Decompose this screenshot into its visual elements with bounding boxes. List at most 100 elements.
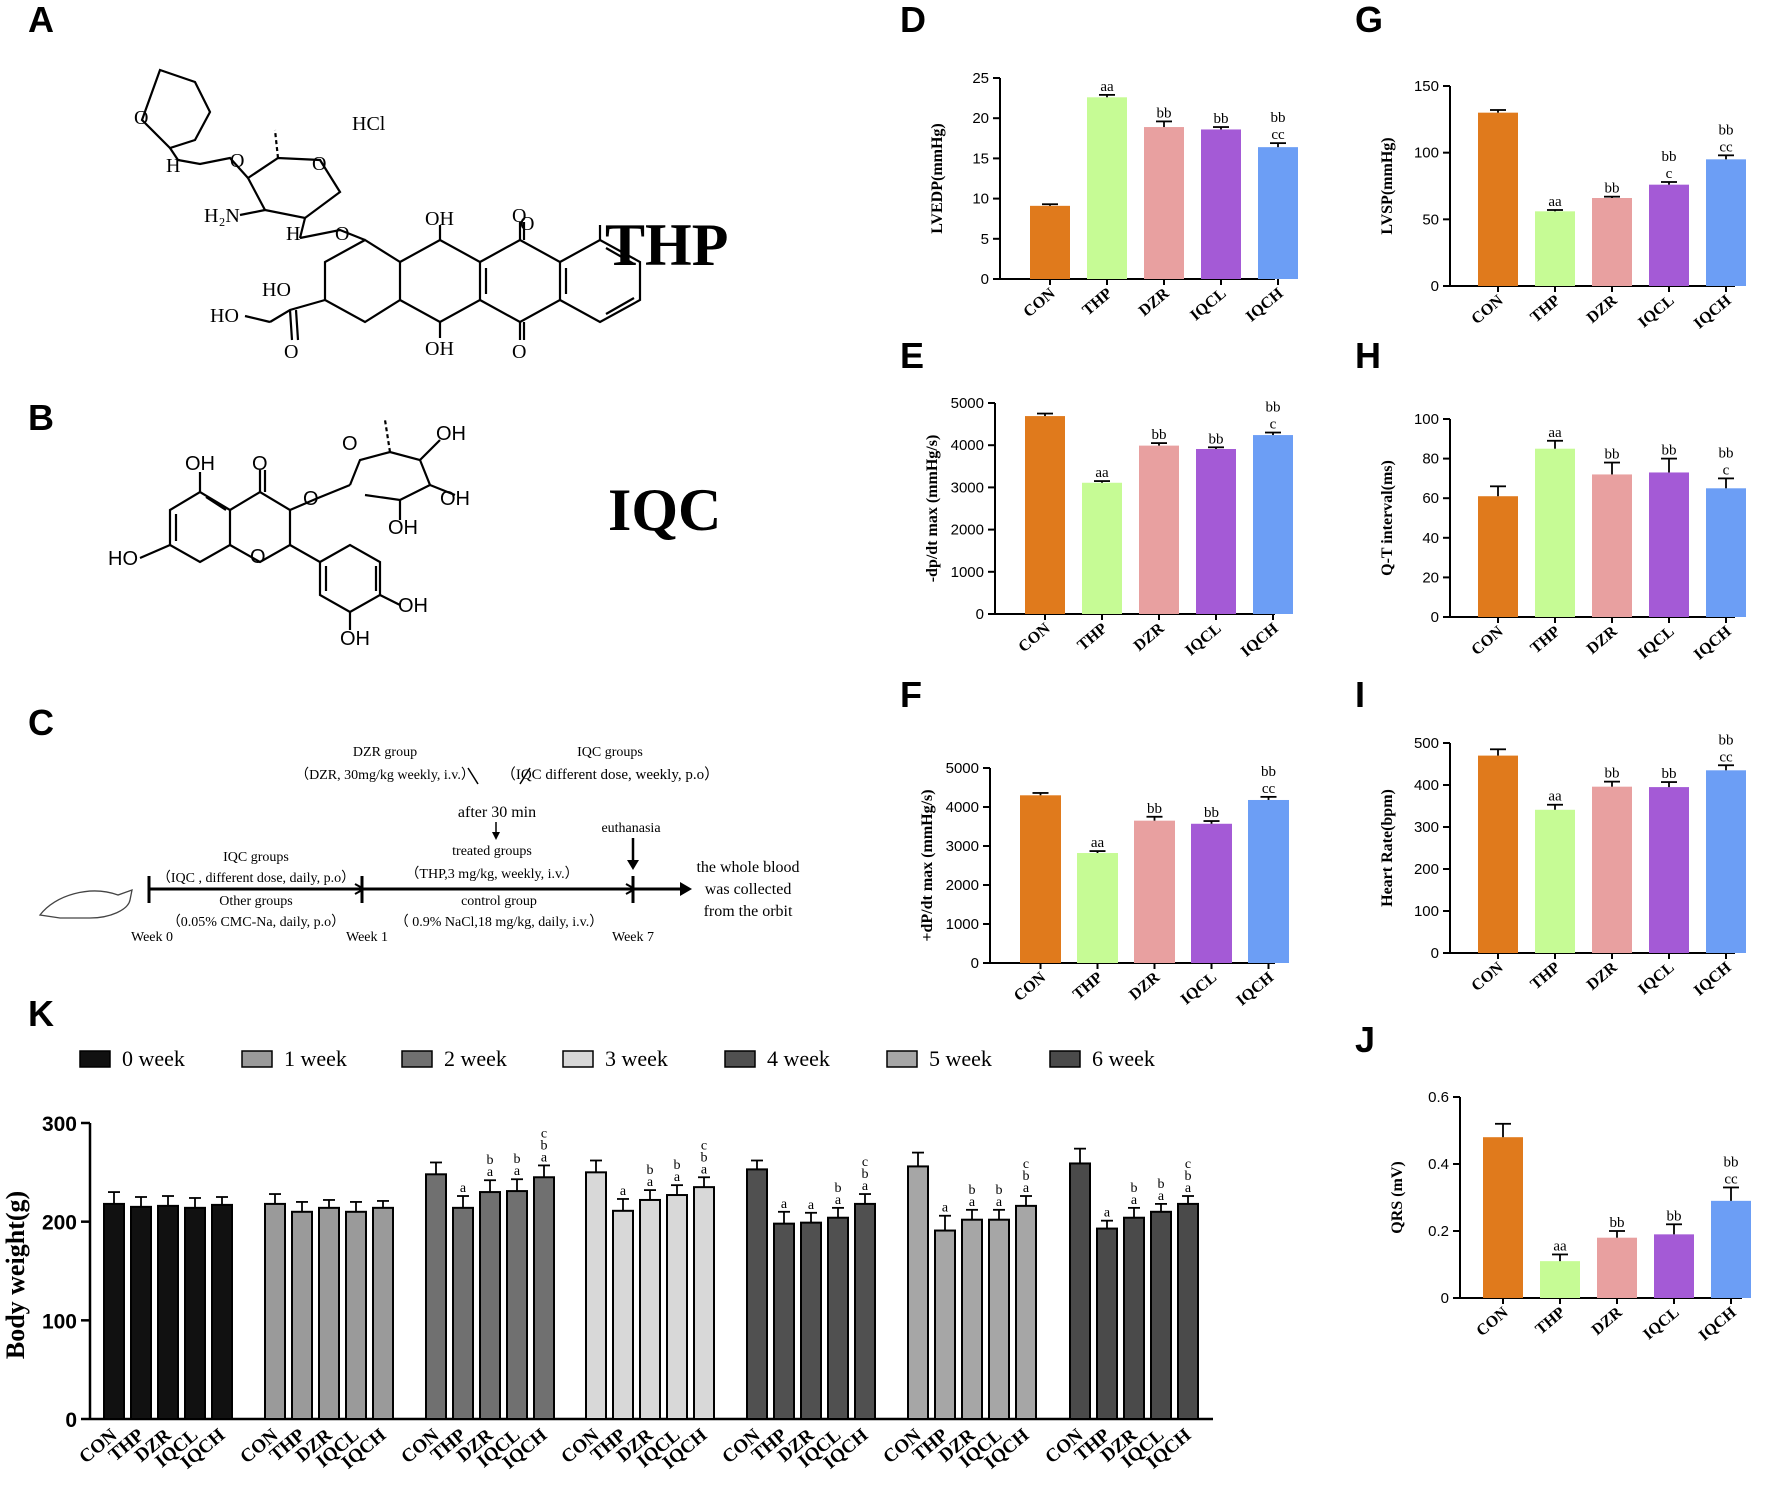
significance-label: cc — [1719, 139, 1733, 155]
legend-label: 6 week — [1092, 1046, 1155, 1071]
significance-label: bb — [1157, 105, 1172, 121]
mouse-icon — [38, 889, 133, 919]
significance-label: a — [1023, 1181, 1030, 1196]
thp-atom-13: O — [284, 341, 298, 363]
panel-letter-i: I — [1355, 674, 1365, 715]
x-tick-label: CON — [1020, 285, 1059, 321]
y-tick-label: 200 — [42, 1212, 77, 1235]
scheme-week0: Week 0 — [131, 930, 173, 945]
significance-label: bb — [1610, 1215, 1625, 1231]
significance-label: b — [835, 1181, 842, 1196]
x-tick-label: THP — [1070, 969, 1106, 1003]
thp-atom-10: O — [520, 213, 534, 235]
bar-dzr — [1592, 198, 1632, 286]
bar-iqcl — [1654, 1234, 1694, 1298]
y-tick-label: 1000 — [951, 564, 984, 581]
significance-label: aa — [1091, 835, 1105, 851]
bar-con — [1478, 112, 1518, 287]
chart-body-weight: 0 100 200 300 Body weight(g) 0 week 1 week 2 we… — [1, 1046, 1213, 1473]
y-tick-label: 20 — [972, 110, 989, 127]
significance-label: a — [647, 1175, 654, 1190]
significance-label: a — [835, 1193, 842, 1208]
x-tick-label: THP — [1527, 623, 1563, 657]
y-tick-label: 4000 — [946, 799, 979, 816]
bar-thp — [612, 1209, 634, 1421]
x-tick-label: DZR — [1126, 969, 1163, 1004]
y-tick-label: 80 — [1422, 451, 1439, 468]
y-tick-label: 5000 — [951, 395, 984, 412]
panel-letter-c: C — [28, 702, 54, 743]
scheme-control-title: control group — [461, 894, 537, 909]
thp-atom-14: OH — [425, 338, 454, 360]
iqc-atom-1: OH — [185, 453, 215, 475]
significance-label: b — [541, 1138, 548, 1153]
bar-thp — [1087, 97, 1127, 280]
bar-con — [1478, 496, 1518, 617]
iqc-atom-5: OH — [436, 423, 466, 445]
y-tick-label: 2000 — [951, 522, 984, 539]
panel-letter-e: E — [900, 335, 924, 376]
bar-iqcl — [666, 1194, 688, 1420]
significance-label: aa — [1548, 425, 1562, 441]
iqc-atom-2: O — [252, 453, 268, 475]
y-tick-label: 5 — [981, 231, 989, 248]
bar-thp — [1077, 853, 1118, 963]
thp-atom-3: O — [230, 150, 244, 172]
y-tick-label: 0 — [1441, 1290, 1449, 1307]
significance-label: bb — [1605, 447, 1620, 463]
significance-label: a — [781, 1197, 788, 1212]
significance-label: aa — [1548, 789, 1562, 805]
significance-label: a — [808, 1198, 815, 1213]
bar-dzr — [639, 1198, 661, 1420]
legend-label: 5 week — [929, 1046, 992, 1071]
bar-iqcl — [1649, 787, 1689, 953]
y-tick-label: 40 — [1422, 530, 1439, 547]
thp-atom-2: H — [166, 155, 180, 177]
significance-label: c — [1270, 417, 1277, 433]
scheme-treated-title: treated groups — [452, 844, 532, 859]
significance-label: a — [487, 1165, 494, 1180]
significance-label: aa — [1095, 465, 1109, 481]
bar-iqcl — [988, 1218, 1010, 1421]
x-tick-label: DZR — [1584, 959, 1621, 994]
bar-iqch — [211, 1203, 233, 1420]
panel-letter-a: A — [28, 0, 54, 40]
iqc-arrow — [519, 767, 531, 785]
bar-thp — [1535, 448, 1575, 617]
bar-dzr — [800, 1221, 822, 1420]
x-tick-label: IQCL — [1635, 623, 1677, 662]
bar-dzr — [157, 1204, 179, 1420]
panel-letter-g: G — [1355, 0, 1383, 40]
scheme-treated-detail: （THP,3 mg/kg, weekly, i.v.） — [405, 866, 578, 882]
bar-dzr — [1134, 820, 1175, 963]
thp-atom-15: O — [512, 341, 526, 363]
legend-label: 2 week — [444, 1046, 507, 1071]
y-axis-label: +dP/dt max (mmHg/s) — [919, 789, 936, 941]
significance-label: aa — [1553, 1238, 1567, 1254]
scheme-week7: Week 7 — [612, 930, 654, 945]
y-tick-label: 300 — [42, 1113, 77, 1136]
bar-iqch — [533, 1176, 555, 1421]
bar-thp — [1540, 1261, 1580, 1298]
significance-label: a — [862, 1179, 869, 1194]
significance-label: c — [1185, 1157, 1191, 1172]
significance-label: cc — [1719, 749, 1733, 765]
bar-iqch — [372, 1206, 394, 1421]
y-tick-label: 3000 — [946, 838, 979, 855]
y-tick-label: 0 — [981, 271, 989, 288]
chart-heart-rate: 0 100 200 300 400 500 Heart Rate(bpm) CON aa THP b… — [1379, 732, 1746, 999]
scheme-iqc-title-1: IQC groups — [223, 850, 289, 865]
y-tick-label: 1000 — [946, 916, 979, 933]
significance-label: bb — [1719, 732, 1734, 748]
iqc-name: IQC — [608, 477, 721, 543]
legend-swatch — [1049, 1050, 1081, 1068]
timeline-arrow-head — [680, 882, 692, 896]
scheme-outcome-3: from the orbit — [704, 903, 793, 920]
scheme-control-detail: （ 0.9% NaCl,18 mg/kg, daily, i.v.） — [395, 914, 604, 930]
x-tick-label: IQCH — [1691, 292, 1735, 333]
iqc-atom-6: OH — [440, 488, 470, 510]
y-tick-label: 0 — [1431, 278, 1439, 295]
x-tick-label: IQCL — [1182, 620, 1224, 659]
bar-dzr — [479, 1191, 501, 1420]
scheme-dzr-title: DZR group — [353, 745, 417, 760]
